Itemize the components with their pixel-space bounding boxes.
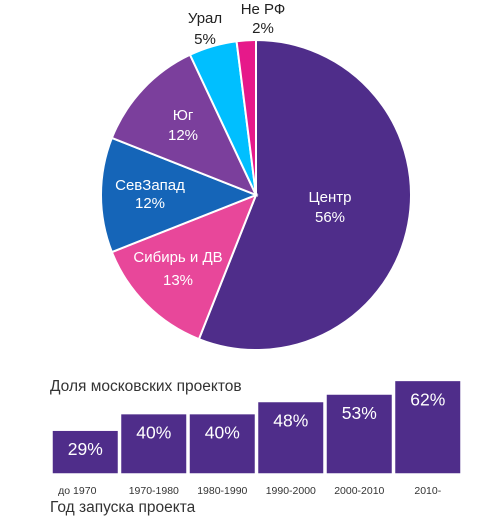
pie-slice-value-label: 56%	[315, 209, 345, 226]
bar-chart-title: Доля московских проектов	[50, 378, 242, 395]
pie-slice-6	[235, 38, 257, 196]
bar-value-label: 62%	[410, 389, 445, 409]
pie-slice-label: Урал	[188, 10, 222, 27]
pie-slice-label: Не РФ	[241, 1, 286, 18]
bar-value-label: 40%	[136, 423, 171, 443]
bar-value-label: 53%	[342, 403, 377, 423]
x-tick-label: 1970-1980	[129, 485, 179, 497]
pie-slice-value-label: 12%	[135, 195, 165, 212]
x-tick-label: 1990-2000	[266, 485, 316, 497]
bars: 29% до 1970 40% 1970-1980 40% 1980-1990 48% 199…	[51, 379, 462, 497]
pie-slice-3	[99, 136, 259, 254]
pie-slice-value-label: 5%	[194, 31, 216, 48]
bar-5	[325, 393, 394, 475]
x-tick-label: 2000-2010	[334, 485, 384, 497]
pie-slice-label: Сибирь и ДВ	[133, 249, 222, 266]
bar-chart-x-axis-title: Год запуска проекта	[50, 499, 196, 516]
bar-chart: Доля московских проектов 29% до 1970 40% 19…	[50, 378, 462, 516]
pie-slice-label: Центр	[309, 189, 352, 206]
pie-slice-1	[197, 38, 412, 351]
pie-slice-value-label: 12%	[168, 127, 198, 144]
x-tick-label: до 1970	[58, 485, 96, 497]
pie-slice-value-label: 13%	[163, 272, 193, 289]
pie-slice-2	[110, 193, 258, 341]
bar-1	[51, 429, 120, 475]
pie-slice-4	[110, 53, 258, 197]
bar-2	[119, 412, 188, 475]
bar-value-label: 29%	[68, 439, 103, 459]
bar-4	[256, 400, 325, 475]
x-tick-label: 1980-1990	[197, 485, 247, 497]
pie-slice-value-label: 2%	[252, 20, 274, 37]
pie-slice-label: СевЗапад	[115, 177, 185, 194]
bar-3	[188, 412, 257, 475]
bar-6	[393, 379, 462, 475]
bar-value-label: 40%	[205, 423, 240, 443]
pie-slice-label: Юг	[173, 107, 194, 124]
bar-value-label: 48%	[273, 411, 308, 431]
x-tick-label: 2010-	[414, 485, 441, 497]
